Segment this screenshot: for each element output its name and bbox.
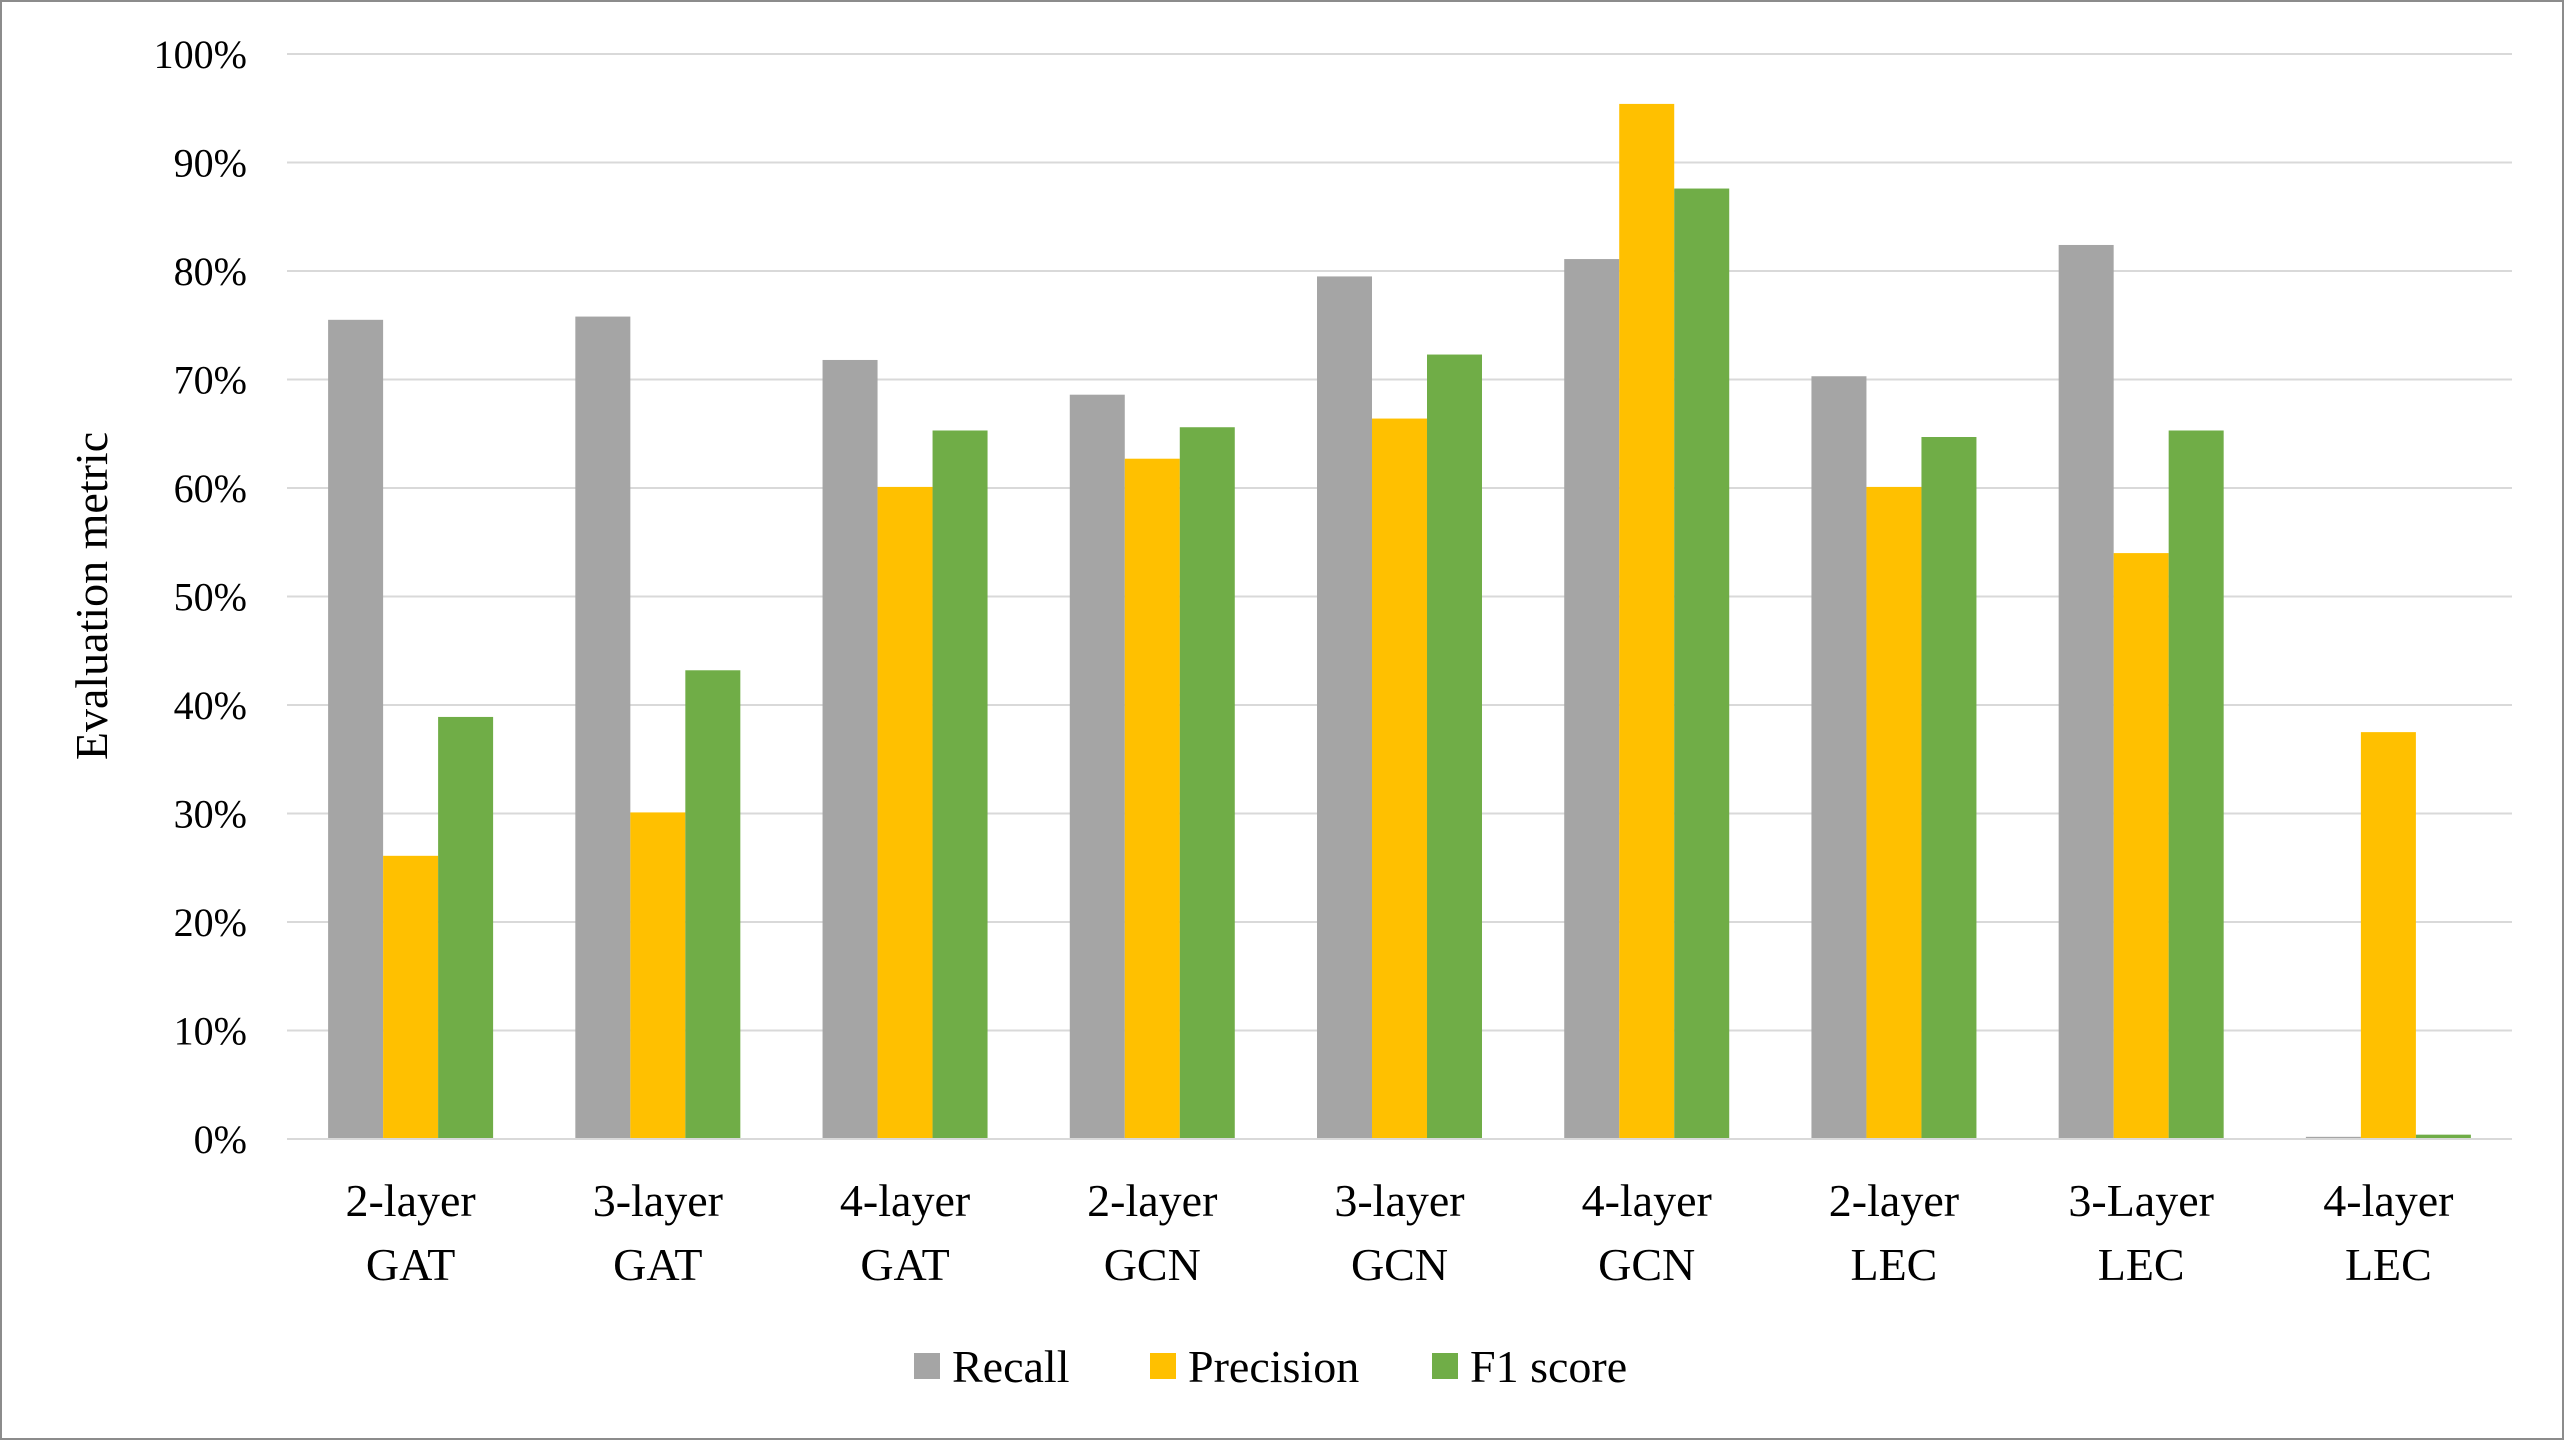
y-tick-label: 20% (174, 900, 247, 945)
legend-swatch-recall (914, 1353, 940, 1379)
x-category-label-line2: GCN (1351, 1239, 1448, 1290)
legend-swatch-f1-score (1432, 1353, 1458, 1379)
bar-recall (2305, 1136, 2361, 1139)
x-category-label-line1: 4-layer (2323, 1175, 2453, 1226)
x-category-label-line1: 4-layer (840, 1175, 970, 1226)
legend-label: F1 score (1470, 1341, 1627, 1392)
x-category-label-line2: GAT (366, 1239, 455, 1290)
x-category-label-line1: 2-layer (1087, 1175, 1217, 1226)
x-category-label-line2: LEC (1850, 1239, 1937, 1290)
bar-recall (1811, 376, 1867, 1139)
bars (328, 103, 2471, 1140)
bar-f1-score (2168, 430, 2224, 1139)
legend-swatch-precision (1150, 1353, 1176, 1379)
x-category-label-line1: 2-layer (345, 1175, 475, 1226)
y-tick-label: 90% (174, 141, 247, 186)
y-tick-label: 60% (174, 466, 247, 511)
bar-precision (1866, 486, 1922, 1139)
bar-precision (383, 855, 439, 1139)
y-tick-label: 40% (174, 683, 247, 728)
bar-f1-score (1179, 427, 1235, 1139)
bar-precision (1619, 103, 1675, 1139)
bar-f1-score (438, 716, 494, 1139)
y-tick-label: 30% (174, 792, 247, 837)
x-category-label-line2: GCN (1104, 1239, 1201, 1290)
bar-f1-score (1674, 188, 1730, 1140)
bar-precision (1124, 458, 1180, 1140)
bar-f1-score (685, 670, 741, 1139)
y-tick-labels: 0% 10% 20% 30% 40% 50% 60% 70% 80% 90% 100% (154, 32, 247, 1162)
bar-f1-score (1427, 354, 1482, 1139)
bar-precision (1372, 418, 1427, 1139)
x-category-label-line2: LEC (2345, 1239, 2432, 1290)
y-tick-label: 10% (174, 1009, 247, 1054)
y-tick-label: 70% (174, 358, 247, 403)
bar-precision (877, 486, 933, 1139)
bar-recall (1564, 259, 1620, 1139)
bar-precision (630, 812, 686, 1139)
y-tick-label: 80% (174, 249, 247, 294)
x-category-label-line2: LEC (2098, 1239, 2185, 1290)
x-category-label-line2: GAT (613, 1239, 702, 1290)
bar-recall (575, 316, 631, 1139)
x-category-label-line1: 3-layer (1334, 1175, 1464, 1226)
legend-label: Recall (952, 1341, 1070, 1392)
x-category-label-line2: GCN (1598, 1239, 1695, 1290)
bar-f1-score (1921, 437, 1977, 1139)
legend: Recall Precision F1 score (914, 1341, 1627, 1392)
x-category-labels: 2-layer GAT 3-layer GAT 4-layer GAT 2-layer GCN… (345, 1175, 2453, 1290)
bar-recall (328, 319, 384, 1139)
bar-f1-score (2415, 1134, 2471, 1139)
x-category-label-line2: GAT (860, 1239, 949, 1290)
bar-f1-score (932, 430, 988, 1139)
bar-recall (2058, 244, 2114, 1139)
y-axis-title: Evaluation metric (66, 432, 117, 760)
bar-recall (1069, 394, 1125, 1139)
y-tick-label: 50% (174, 575, 247, 620)
x-category-label-line1: 3-layer (593, 1175, 723, 1226)
x-category-label-line1: 3-Layer (2068, 1175, 2214, 1226)
bar-precision (2113, 553, 2169, 1139)
legend-label: Precision (1188, 1341, 1359, 1392)
bar-recall (822, 359, 878, 1140)
bar-precision (2360, 732, 2416, 1139)
bar-recall (1317, 276, 1372, 1139)
y-tick-label: 0% (194, 1117, 247, 1162)
y-tick-label: 100% (154, 32, 247, 77)
x-category-label-line1: 4-layer (1582, 1175, 1712, 1226)
x-category-label-line1: 2-layer (1829, 1175, 1959, 1226)
